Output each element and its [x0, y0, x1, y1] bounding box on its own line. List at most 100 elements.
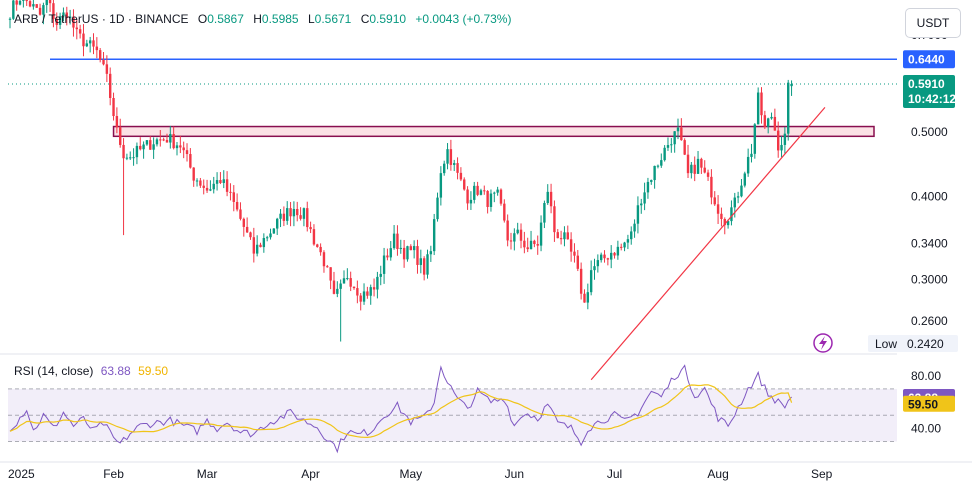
candle-body [105, 64, 109, 74]
candle-body [506, 220, 509, 241]
legend-high: 0.5985 [261, 12, 299, 26]
rsi-title[interactable]: RSI (14, close) [14, 364, 94, 378]
time-axis[interactable]: 2025 Feb Mar Apr May Jun Jul Aug Sep [8, 467, 833, 481]
candle-body [262, 238, 266, 248]
candle-body [279, 213, 282, 219]
replay-lightning-icon[interactable] [813, 333, 833, 353]
candle-up [673, 131, 676, 153]
candle-down [189, 148, 192, 169]
candle-down [115, 107, 119, 134]
candle-body [112, 97, 115, 117]
candle-body [205, 187, 209, 191]
candle-body [469, 199, 473, 204]
rsi-axis[interactable]: 80.00 40.00 [911, 369, 941, 436]
candle-up [429, 245, 433, 262]
candle-body [412, 246, 416, 251]
candle-body [302, 208, 306, 219]
price-tick-label: 0.3400 [911, 236, 948, 250]
candle-down [409, 244, 412, 251]
candle-up [676, 118, 680, 140]
rsi-legend-value: 63.88 [100, 364, 131, 378]
rsi-ma-line[interactable] [9, 384, 793, 439]
candle-up [616, 240, 620, 260]
chart-legend: ARB / TetherUS · 1D · BINANCE O0.5867 H0… [14, 12, 511, 26]
candle-down [149, 136, 152, 150]
candle-up [636, 196, 640, 234]
replay-icon-bolt[interactable] [819, 336, 827, 350]
candle-up [529, 230, 533, 250]
candle-up [155, 137, 159, 147]
candle-up [272, 228, 276, 234]
candle-down [613, 251, 616, 259]
candle-body [132, 157, 135, 159]
candle-body [496, 189, 499, 193]
candle-down [396, 225, 399, 256]
candle-body [88, 40, 92, 44]
candle-down [245, 217, 249, 233]
candle-down [366, 286, 369, 299]
candle-body [543, 203, 546, 223]
candle-up [195, 178, 199, 187]
candle-body [179, 145, 182, 148]
candle-body [623, 242, 626, 248]
legend-close-label: C [360, 12, 370, 26]
support-zone[interactable] [112, 125, 875, 138]
time-tick-label: Jul [607, 467, 622, 481]
candle-body [45, 0, 48, 6]
candle-body [102, 59, 105, 65]
candle-down [620, 243, 623, 251]
candle-up [379, 265, 382, 286]
rsi-ma-badge: 59.50 [903, 395, 955, 412]
candle-down [483, 185, 486, 195]
candle-body [265, 237, 269, 239]
candle-body [165, 139, 169, 143]
candle-body [38, 7, 42, 15]
candle-body [202, 185, 205, 188]
candle-down [162, 137, 165, 142]
candle-up [406, 245, 409, 262]
candle-body [42, 5, 45, 15]
candle-up [302, 207, 306, 227]
candle-down [172, 126, 175, 150]
candle-up [756, 87, 760, 125]
current-price-badge-text: 0.5910 [908, 77, 945, 91]
candle-body [379, 273, 382, 277]
legend-symbol[interactable]: ARB / TetherUS · 1D · BINANCE [14, 12, 189, 26]
candle-body [559, 238, 563, 240]
candle-up [660, 153, 663, 168]
candle-body [589, 270, 593, 293]
time-tick-label: Mar [197, 467, 218, 481]
candle-down [456, 157, 459, 180]
candle-body [319, 246, 322, 253]
candle-body [770, 116, 773, 119]
candle-body [189, 154, 192, 168]
candle-up [643, 182, 646, 211]
candle-up [640, 198, 643, 214]
candle-down [503, 199, 506, 223]
candle-body [432, 219, 436, 252]
candle-body [269, 233, 272, 238]
candle-up [132, 148, 135, 166]
candle-down [229, 183, 232, 201]
candle-body [736, 196, 740, 198]
candle-body [583, 293, 586, 303]
candle-body [249, 232, 252, 238]
candle-body [98, 50, 102, 60]
candle-up [563, 226, 566, 247]
candle-body [763, 115, 767, 127]
rsi-line[interactable] [9, 364, 792, 454]
ascending-trendline[interactable] [590, 107, 826, 381]
candle-body [726, 221, 730, 226]
candle-down [777, 121, 780, 158]
candle-body [606, 258, 610, 260]
candle-down [506, 214, 509, 247]
candle-up [670, 138, 673, 153]
currency-button[interactable]: USDT [905, 8, 961, 38]
candle-body [563, 232, 566, 240]
candle-body [750, 153, 753, 157]
current-price-badge-bg [903, 75, 955, 109]
candle-down [282, 206, 286, 227]
candle-body [322, 252, 326, 267]
